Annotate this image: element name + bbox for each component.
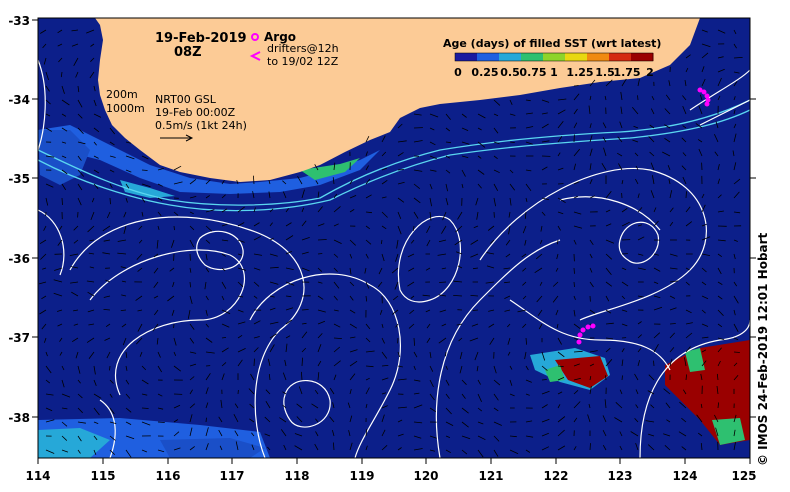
y-tick-35: -35	[8, 172, 30, 186]
colorbar-swatch	[521, 53, 544, 61]
x-axis: 114 115 116 117 118 119 120 121 122 123 …	[25, 458, 757, 483]
colorbar-tick: 0.75	[519, 66, 546, 79]
contours	[37, 59, 751, 459]
x-tick-114: 114	[25, 469, 50, 483]
colorbar-tick: 1.5	[595, 66, 615, 79]
colorbar-swatch	[609, 53, 632, 61]
drifter-arrow-icon	[249, 51, 261, 61]
product-time: 19-Feb 00:00Z	[155, 106, 236, 119]
credit-text: © IMOS 24-Feb-2019 12:01 Hobart	[756, 232, 770, 466]
y-tick-37: -37	[8, 331, 30, 345]
x-tick-117: 117	[219, 469, 244, 483]
y-tick-33: -33	[8, 14, 30, 28]
colorbar-tick: 0.25	[471, 66, 498, 79]
map-time: 08Z	[174, 45, 202, 60]
colorbar-tick: 1	[550, 66, 558, 79]
drifters-range: to 19/02 12Z	[267, 55, 339, 68]
colorbar-tick: 2	[646, 66, 654, 79]
colorbar: Age (days) of filled SST (wrt latest) 0 …	[443, 37, 661, 79]
x-tick-115: 115	[90, 469, 115, 483]
colorbar-tick: 1.75	[613, 66, 640, 79]
x-tick-124: 124	[672, 469, 697, 483]
colorbar-tick: 0.5	[500, 66, 520, 79]
x-tick-118: 118	[284, 469, 309, 483]
y-tick-36: -36	[8, 252, 30, 266]
colorbar-tick: 0	[454, 66, 462, 79]
x-tick-120: 120	[413, 469, 438, 483]
colorbar-tick: 1.25	[566, 66, 593, 79]
x-tick-121: 121	[478, 469, 503, 483]
y-axis: -33 -34 -35 -36 -37 -38	[8, 14, 756, 425]
map-annotations: 19-Feb-2019 08Z Argo drifters@12h to 19/…	[106, 30, 339, 142]
argo-drifter-tracks	[576, 87, 711, 345]
map-date: 19-Feb-2019	[155, 31, 247, 46]
argo-marker-icon	[251, 33, 259, 41]
velocity-scale-label: 0.5m/s (1kt 24h)	[155, 119, 247, 132]
isobaths	[37, 99, 751, 212]
x-tick-122: 122	[543, 469, 568, 483]
map-frame	[37, 17, 751, 459]
colorbar-title: Age (days) of filled SST (wrt latest)	[443, 37, 661, 50]
colorbar-swatch	[565, 53, 588, 61]
colorbar-swatch	[477, 53, 500, 61]
x-tick-119: 119	[349, 469, 374, 483]
product-name: NRT00 GSL	[155, 93, 217, 106]
y-tick-34: -34	[8, 93, 30, 107]
velocity-arrows	[38, 29, 743, 458]
colorbar-swatch	[631, 53, 654, 61]
colorbar-swatch	[587, 53, 610, 61]
colorbar-swatch	[543, 53, 566, 61]
isobath-200m: 200m	[106, 88, 138, 101]
velocity-scale-arrow-icon	[160, 134, 194, 142]
argo-label: Argo	[264, 30, 296, 44]
x-tick-125: 125	[731, 469, 756, 483]
x-tick-116: 116	[155, 469, 180, 483]
colorbar-swatch	[455, 53, 478, 61]
y-tick-38: -38	[8, 411, 30, 425]
x-tick-123: 123	[607, 469, 632, 483]
isobath-1000m: 1000m	[106, 102, 145, 115]
velocity-arrow-field	[38, 29, 743, 458]
colorbar-swatch	[499, 53, 522, 61]
drifters-label: drifters@12h	[267, 42, 339, 55]
